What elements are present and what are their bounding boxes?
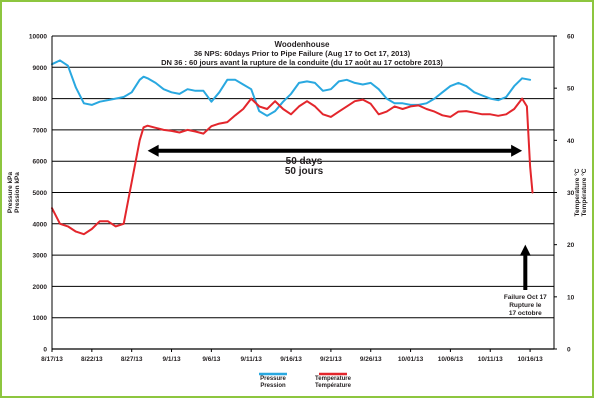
chart-title-line: 36 NPS: 60days Prior to Pipe Failure (Au… bbox=[194, 49, 411, 58]
x-tick-label: 9/11/13 bbox=[241, 356, 263, 363]
y-left-tick-label: 3000 bbox=[33, 253, 48, 260]
y-left-tick-label: 8000 bbox=[33, 96, 48, 103]
temperature-line bbox=[51, 97, 534, 236]
y-right-tick-label: 20 bbox=[567, 242, 575, 249]
y-left-tick-label: 1000 bbox=[33, 315, 48, 322]
chart-title-line: DN 36 : 60 jours avant la rupture de la … bbox=[161, 58, 443, 67]
y-right-tick-label: 50 bbox=[567, 86, 575, 93]
y-right-tick-label: 60 bbox=[567, 34, 575, 41]
duration-label-fr: 50 jours bbox=[285, 166, 324, 177]
axes bbox=[51, 35, 557, 352]
x-tick-label: 9/1/13 bbox=[162, 356, 180, 363]
duration-arrow-head-right bbox=[511, 144, 523, 157]
y-left-tick-label: 5000 bbox=[33, 190, 48, 197]
failure-label: 17 octobre bbox=[509, 310, 542, 317]
tick-labels: 0100020003000400050006000700080009000100… bbox=[29, 34, 575, 364]
y-left-tick-label: 2000 bbox=[33, 284, 48, 291]
y-right-tick-label: 30 bbox=[567, 190, 575, 197]
x-tick-label: 10/06/13 bbox=[438, 356, 464, 363]
y-left-tick-label: 4000 bbox=[33, 221, 48, 228]
y-right-axis-title: Température °C bbox=[580, 168, 588, 216]
legend-label: Pression bbox=[260, 383, 286, 389]
failure-label: Failure Oct 17 bbox=[504, 294, 547, 301]
y-left-tick-label: 9000 bbox=[33, 65, 48, 72]
y-left-axis-title: Pression kPa bbox=[14, 172, 21, 213]
chart-title-line: Woodenhouse bbox=[275, 40, 331, 49]
y-left-axis-title: Pressure kPa bbox=[7, 172, 14, 214]
series-lines bbox=[51, 59, 534, 236]
x-tick-label: 9/6/13 bbox=[202, 356, 220, 363]
legend-label: Température bbox=[315, 383, 352, 389]
x-tick-label: 9/26/13 bbox=[360, 356, 382, 363]
y-right-axis-title: Temperature °C bbox=[573, 168, 581, 216]
y-left-tick-label: 10000 bbox=[29, 34, 47, 41]
y-right-tick-label: 40 bbox=[567, 138, 575, 145]
x-tick-label: 8/27/13 bbox=[121, 356, 143, 363]
y-left-tick-label: 7000 bbox=[33, 127, 48, 134]
y-left-tick-label: 0 bbox=[43, 347, 47, 354]
x-tick-label: 9/16/13 bbox=[280, 356, 302, 363]
x-tick-label: 8/17/13 bbox=[41, 356, 63, 363]
legend-label: Pressure bbox=[260, 376, 286, 382]
x-tick-label: 10/01/13 bbox=[398, 356, 424, 363]
failure-label: Rupture le bbox=[509, 302, 542, 309]
failure-arrow-head bbox=[519, 244, 531, 256]
y-right-tick-label: 0 bbox=[567, 347, 571, 354]
x-tick-label: 8/22/13 bbox=[81, 356, 103, 363]
pressure-line bbox=[51, 59, 532, 117]
axis-titles: Pressure kPa Pression kPa Temperature °C Te… bbox=[7, 168, 588, 216]
duration-label-en: 50 days bbox=[286, 156, 323, 167]
duration-arrow-head-left bbox=[147, 144, 159, 157]
x-tick-label: 10/11/13 bbox=[478, 356, 503, 363]
y-left-tick-label: 6000 bbox=[33, 159, 48, 166]
x-tick-label: 9/21/13 bbox=[320, 356, 342, 363]
legend-label: Temperature bbox=[315, 376, 352, 382]
y-right-tick-label: 10 bbox=[567, 294, 575, 301]
x-tick-label: 10/16/13 bbox=[517, 356, 543, 363]
